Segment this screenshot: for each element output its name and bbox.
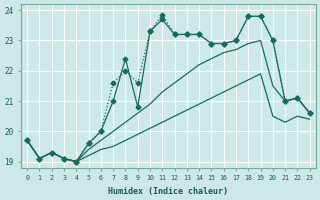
X-axis label: Humidex (Indice chaleur): Humidex (Indice chaleur)	[108, 187, 228, 196]
